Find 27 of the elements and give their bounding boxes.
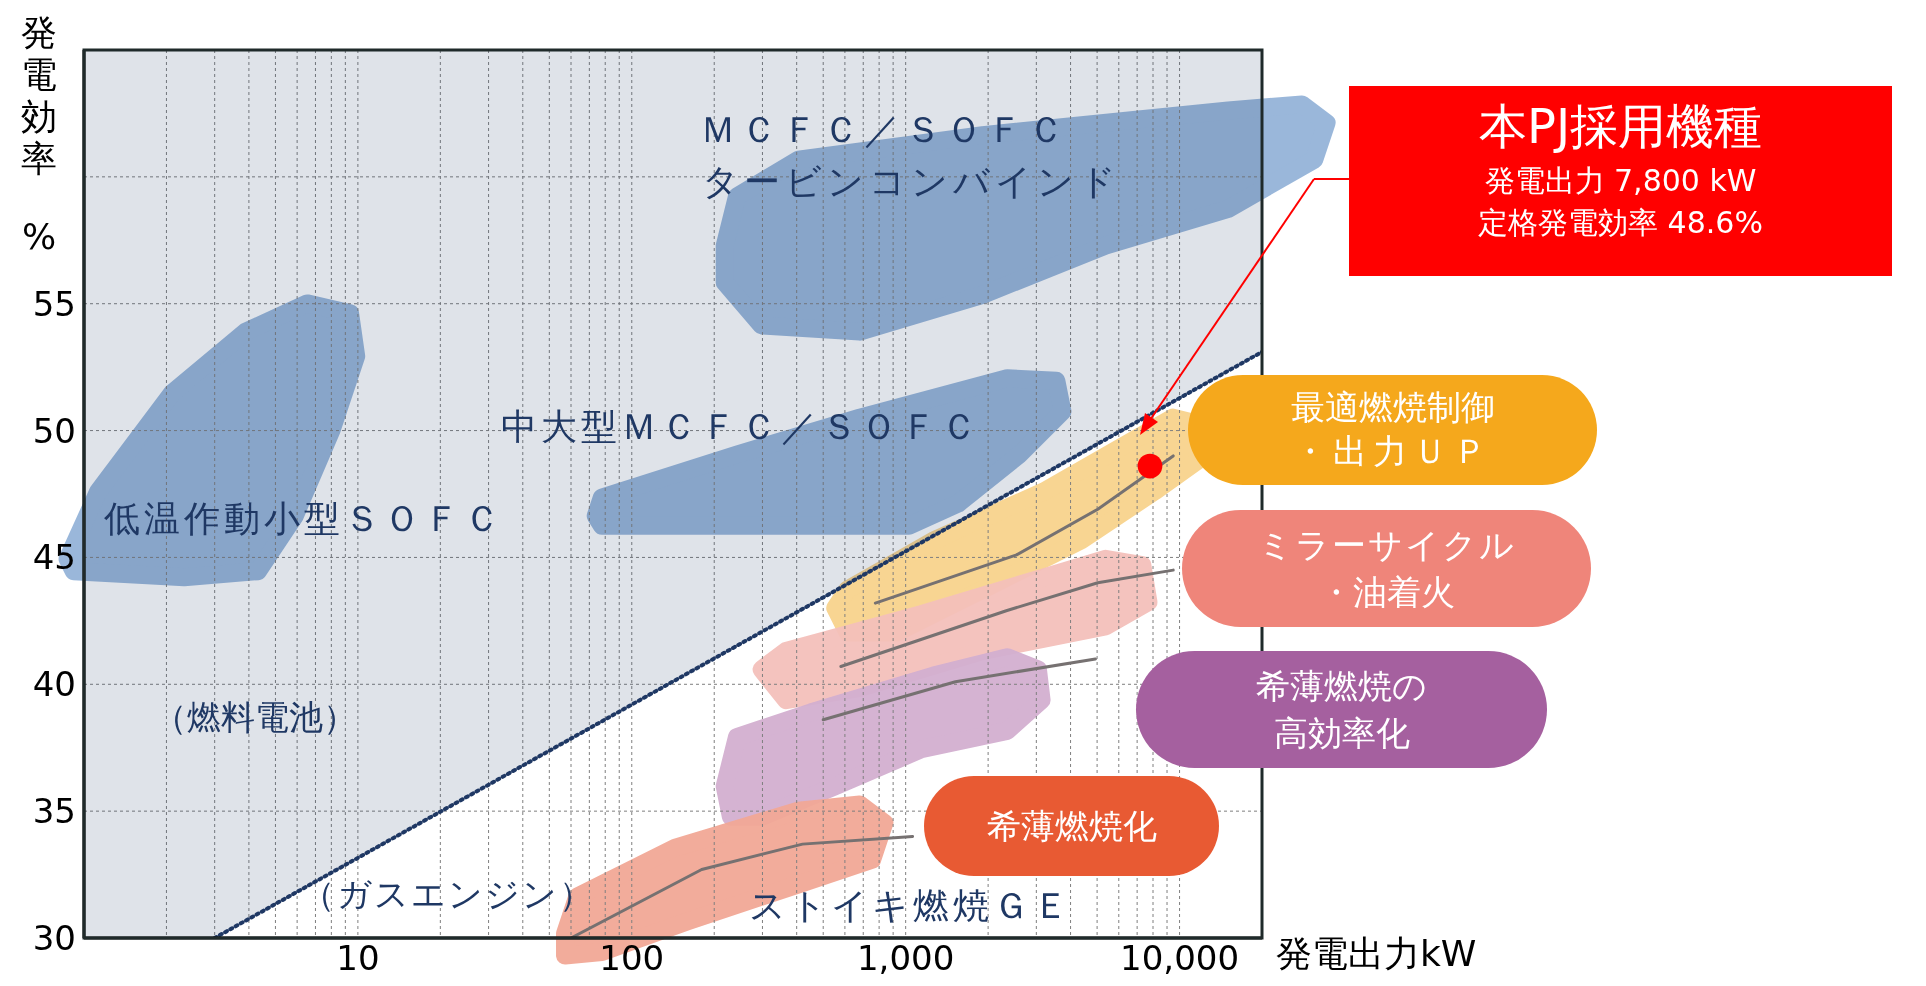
annotation: 低温作動小型ＳＯＦＣ bbox=[104, 497, 504, 541]
text: 本PJ採用機種 bbox=[1477, 97, 1764, 157]
text: 定格発電効率 48.6% bbox=[1477, 204, 1764, 242]
annotation: （ガスエンジン） bbox=[301, 874, 595, 915]
x-tick-label: 1,000 bbox=[856, 938, 955, 979]
x-tick-label: 10 bbox=[336, 938, 380, 979]
y-tick-label: 35 bbox=[32, 791, 76, 832]
y-tick-label: 45 bbox=[32, 537, 76, 578]
text: 高効率化 bbox=[1272, 711, 1411, 755]
text: 最適燃焼制御 bbox=[1289, 385, 1496, 429]
text: 発電出力 7,800 kW bbox=[1483, 162, 1758, 200]
y-tick-label: 55 bbox=[32, 283, 76, 324]
y-tick-label: 40 bbox=[32, 664, 76, 705]
y-tick-label: 30 bbox=[32, 918, 76, 959]
annotation: ミラーサイクル bbox=[1256, 523, 1517, 567]
annotation: ストイキ燃焼ＧＥ bbox=[749, 884, 1073, 928]
x-tick-label: 10,000 bbox=[1120, 938, 1240, 979]
annotation: タービンコンバインド bbox=[702, 160, 1121, 204]
y-axis-title: 発電効率 % bbox=[20, 12, 58, 258]
x-tick-label: 100 bbox=[599, 938, 665, 979]
text: ・出力ＵＰ bbox=[1291, 429, 1494, 473]
annotation: 希薄燃焼化 bbox=[985, 804, 1158, 848]
x-axis-title: 発電出力kW bbox=[1276, 932, 1477, 976]
annotation: 希薄燃焼の bbox=[1255, 664, 1428, 708]
text: ・油着火 bbox=[1317, 570, 1456, 614]
annotation: （燃料電池） bbox=[153, 697, 357, 738]
y-tick-label: 50 bbox=[32, 410, 76, 451]
